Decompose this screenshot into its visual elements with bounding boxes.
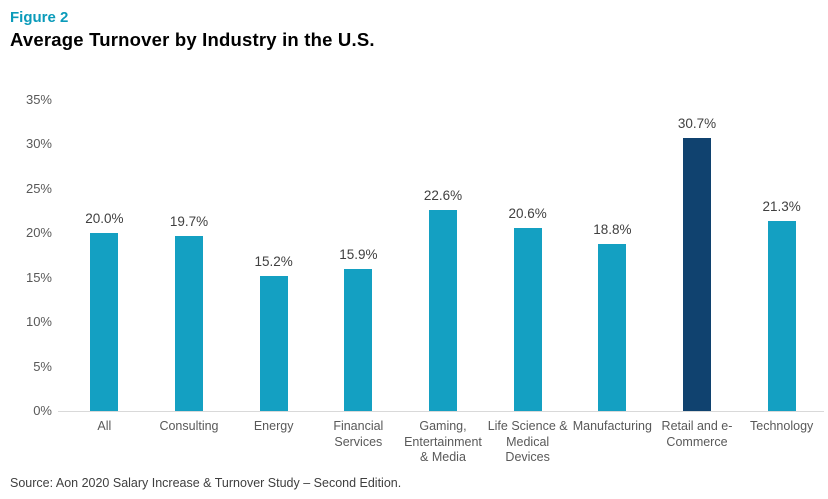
bar-energy	[259, 275, 288, 411]
x-axis-category-label: All	[97, 419, 112, 433]
bar-value-label: 20.0%	[85, 211, 124, 226]
bar-all	[90, 233, 119, 411]
y-axis-tick-label: 0%	[33, 403, 52, 418]
x-axis-category-label: Manufacturing	[572, 419, 652, 433]
y-axis-tick-label: 15%	[25, 269, 52, 285]
x-axis-category-label: Financial Services	[333, 419, 384, 449]
bar-value-label: 22.6%	[423, 187, 463, 203]
bar-consulting	[175, 235, 203, 411]
source-note: Source: Aon 2020 Salary Increase & Turno…	[10, 476, 402, 490]
x-axis-category-label: Technology	[750, 419, 814, 433]
x-axis-category-label: Life Science & Medical Devices	[487, 419, 568, 464]
x-axis-category-label: Gaming, Entertainment & Media	[404, 419, 482, 464]
bar-life-science-medical-devices	[513, 227, 542, 411]
bar-retail-and-e-commerce	[683, 137, 711, 411]
y-axis-tick-label: 20%	[25, 225, 52, 240]
y-axis-tick-label: 35%	[25, 91, 52, 107]
bar-value-label: 20.6%	[508, 205, 547, 221]
bar-value-label: 18.8%	[593, 221, 632, 237]
x-axis-line	[58, 411, 824, 412]
bar-value-label: 21.3%	[762, 199, 801, 215]
bar-value-label: 30.7%	[677, 115, 717, 131]
x-axis-category-label: Consulting	[159, 419, 219, 433]
y-axis-tick-label: 25%	[25, 180, 52, 196]
bar-technology	[767, 221, 796, 411]
bar-financial-services	[344, 269, 373, 411]
bar-value-label: 15.2%	[254, 253, 293, 269]
y-axis-tick-label: 10%	[25, 314, 52, 329]
y-axis-tick-label: 5%	[33, 358, 52, 374]
x-axis-category-label: Retail and e- Commerce	[661, 419, 733, 449]
bar-value-label: 15.9%	[339, 247, 378, 263]
y-axis-tick-label: 30%	[25, 136, 52, 151]
figure-number-label: Figure 2	[10, 9, 69, 26]
bar-gaming-entertainment-media	[429, 209, 457, 411]
bar-manufacturing	[598, 243, 627, 411]
x-axis-category-label: Energy	[253, 419, 294, 433]
chart-title: Average Turnover by Industry in the U.S.	[10, 29, 375, 50]
bar-value-label: 19.7%	[169, 213, 209, 229]
